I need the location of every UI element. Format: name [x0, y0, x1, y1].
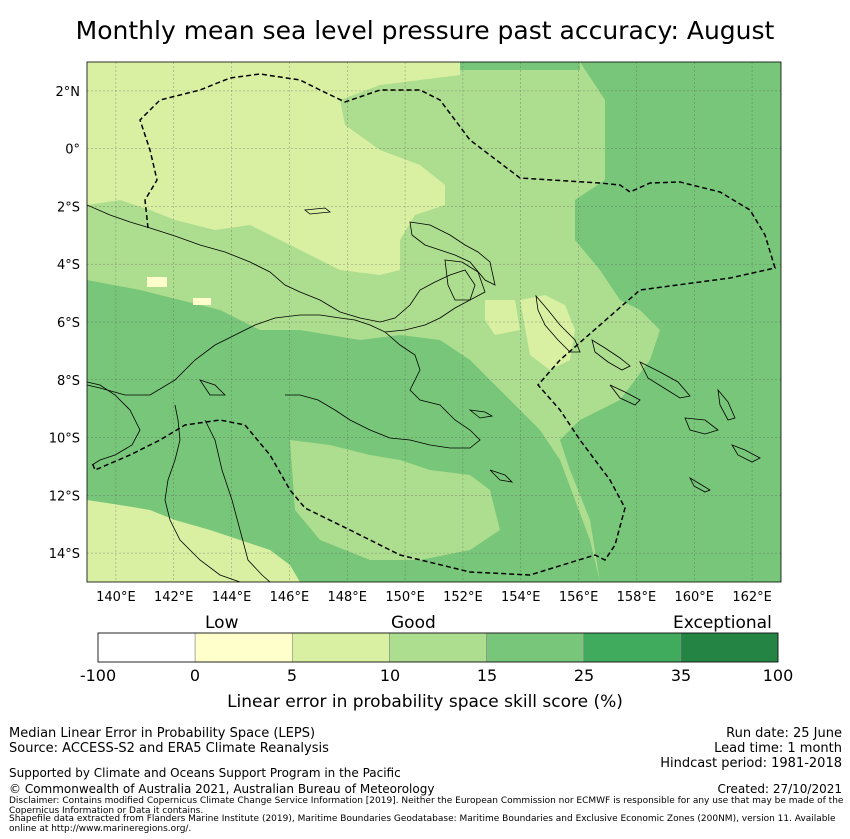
- footer-lead-time: Lead time: 1 month: [714, 741, 842, 756]
- lon-tick-label: 156°E: [559, 590, 599, 605]
- category-good: Good: [391, 613, 436, 633]
- region-good-top-east: [560, 62, 781, 582]
- lat-tick-label: 12°S: [49, 489, 80, 504]
- category-low: Low: [205, 613, 239, 633]
- region-low-1: [147, 277, 167, 287]
- lon-tick-label: 140°E: [96, 590, 136, 605]
- colorbar-label: Linear error in probability space skill …: [227, 692, 623, 712]
- colorbar-tick: 15: [476, 666, 498, 685]
- new-guinea-coast: [87, 204, 476, 396]
- solomons-coast-3: [609, 384, 641, 406]
- colorbar-tick: 25: [573, 666, 595, 685]
- region-low-2: [193, 298, 211, 305]
- new-caledonia-coast: [689, 476, 711, 493]
- colorbar-swatch: [680, 632, 779, 663]
- solomons-coast-2: [639, 361, 691, 399]
- colorbar-tick: 5: [286, 666, 298, 685]
- colorbar-tick: 0: [189, 666, 201, 685]
- footer-copyright: © Commonwealth of Australia 2021, Austra…: [9, 782, 435, 796]
- footer-hindcast: Hindcast period: 1981-2018: [660, 756, 842, 771]
- solomons-coast-5: [717, 388, 736, 421]
- solomons-coast-4: [684, 417, 719, 435]
- lon-tick-label: 154°E: [501, 590, 541, 605]
- colorbar-tick: 100: [762, 666, 794, 685]
- lat-tick-label: 0°: [65, 143, 80, 158]
- lon-tick-label: 162°E: [732, 590, 772, 605]
- lat-tick-label: 6°S: [57, 316, 80, 331]
- colorbar: [97, 632, 779, 663]
- region-good-low-sw: [87, 500, 300, 582]
- lat-tick-label: 2°S: [57, 200, 80, 215]
- colorbar-tick: -100: [79, 666, 117, 685]
- region-good-high-south: [290, 440, 500, 560]
- footer-source: Source: ACCESS-S2 and ERA5 Climate Reana…: [9, 741, 329, 756]
- lon-tick-label: 160°E: [674, 590, 714, 605]
- footer-disclaimer: Disclaimer: Contains modified Copernicus…: [9, 796, 844, 816]
- region-good-low: [87, 62, 460, 275]
- new-ireland-coast: [444, 259, 486, 301]
- colorbar-frame: [97, 632, 779, 663]
- lon-tick-label: 146°E: [270, 590, 310, 605]
- colorbar-swatch: [194, 632, 293, 663]
- map-title: Monthly mean sea level pressure past acc…: [75, 16, 775, 45]
- eez-boundary: [91, 73, 776, 576]
- australia-coast: [87, 381, 271, 582]
- lat-tick-label: 2°N: [56, 85, 81, 100]
- colorbar-swatch: [389, 632, 487, 663]
- colorbar-tick: 35: [670, 666, 692, 685]
- lat-tick-label: 10°S: [49, 432, 80, 447]
- lon-tick-label: 148°E: [327, 590, 367, 605]
- map-frame: [86, 61, 782, 583]
- lon-tick-label: 158°E: [617, 590, 657, 605]
- colorbar-swatch: [583, 632, 682, 663]
- footer-method: Median Linear Error in Probability Space…: [9, 726, 316, 741]
- category-exceptional: Exceptional: [673, 613, 772, 633]
- footer-created: Created: 27/10/2021: [717, 782, 842, 796]
- map-grid: [87, 62, 781, 582]
- lat-tick-label: 14°S: [49, 547, 80, 562]
- lat-tick-labels: 2°N 0° 2°S 4°S 6°S 8°S 10°S 12°S 14°S: [49, 85, 80, 562]
- colorbar-tick: 10: [379, 666, 401, 685]
- region-good-low-central: [485, 300, 520, 335]
- lat-tick-label: 4°S: [57, 258, 80, 273]
- colorbar-swatch: [291, 632, 390, 663]
- lon-tick-label: 142°E: [154, 590, 194, 605]
- coastlines: [87, 204, 761, 582]
- lon-tick-label: 144°E: [212, 590, 252, 605]
- lon-tick-label: 150°E: [385, 590, 425, 605]
- colorbar-swatch: [486, 632, 585, 663]
- vanuatu-coast: [731, 444, 761, 463]
- louisiade-islands: [199, 207, 514, 483]
- footer-run-date: Run date: 25 June: [726, 726, 842, 741]
- lon-tick-labels: 140°E 142°E 144°E 146°E 148°E 150°E 152°E 154°E…: [96, 590, 772, 605]
- footer-shapefile: Shapefile data extracted from Flanders M…: [9, 814, 836, 834]
- footer-supported: Supported by Climate and Oceans Support …: [9, 766, 401, 780]
- colorbar-swatch: [97, 632, 196, 663]
- lon-tick-label: 152°E: [443, 590, 483, 605]
- region-good-low-solomons: [520, 295, 575, 370]
- new-guinea-east-coast: [285, 331, 481, 449]
- new-britain-coast: [409, 221, 496, 286]
- region-good-top-north: [460, 62, 580, 70]
- bougainville-coast: [535, 294, 581, 353]
- lat-tick-label: 8°S: [57, 374, 80, 389]
- solomons-coast-1: [591, 339, 631, 371]
